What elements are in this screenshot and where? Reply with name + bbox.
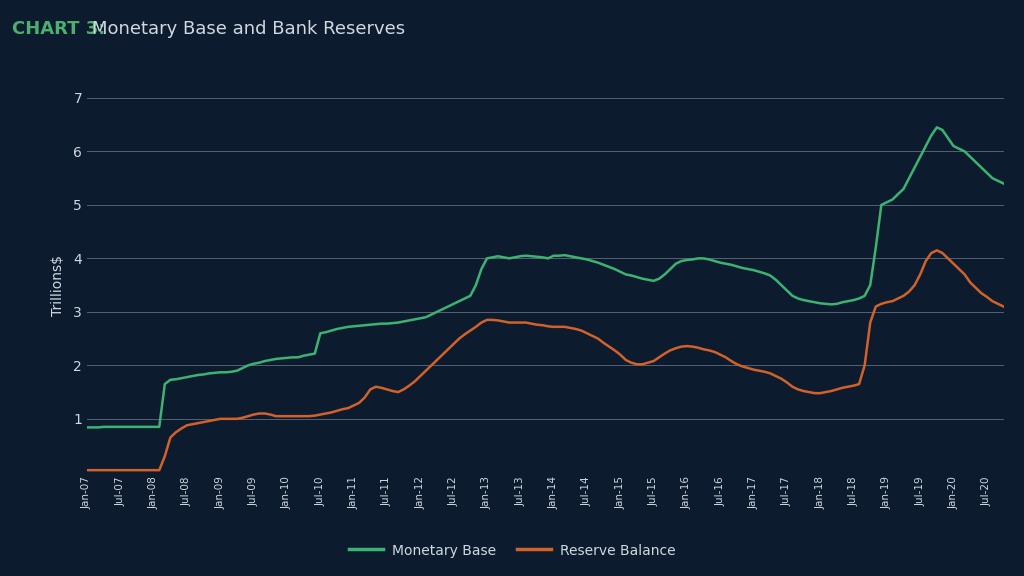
Reserve Balance — [692, 344, 705, 351]
Reserve Balance — [103, 467, 116, 473]
Reserve Balance — [997, 303, 1010, 310]
Text: Monetary Base and Bank Reserves: Monetary Base and Bank Reserves — [92, 20, 406, 38]
Monetary Base — [986, 175, 998, 181]
Monetary Base — [103, 423, 116, 430]
Reserve Balance — [337, 406, 349, 412]
Monetary Base — [931, 124, 943, 131]
Reserve Balance — [81, 467, 93, 473]
Monetary Base — [81, 424, 93, 431]
Y-axis label: Trillions$: Trillions$ — [51, 255, 65, 316]
Monetary Base — [947, 143, 959, 150]
Legend: Monetary Base, Reserve Balance: Monetary Base, Reserve Balance — [343, 538, 681, 563]
Text: CHART 3:: CHART 3: — [12, 20, 105, 38]
Monetary Base — [692, 255, 705, 262]
Line: Monetary Base: Monetary Base — [87, 127, 1004, 427]
Line: Reserve Balance: Reserve Balance — [87, 251, 1004, 470]
Monetary Base — [337, 324, 349, 331]
Reserve Balance — [665, 347, 677, 354]
Reserve Balance — [947, 260, 959, 267]
Monetary Base — [665, 266, 677, 272]
Monetary Base — [997, 180, 1010, 187]
Reserve Balance — [986, 298, 998, 305]
Reserve Balance — [931, 247, 943, 254]
